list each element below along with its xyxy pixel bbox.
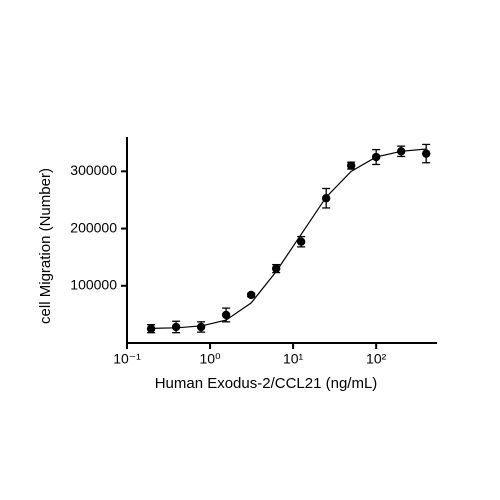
data-point bbox=[371, 152, 381, 162]
x-tick-label: 10² bbox=[366, 351, 387, 367]
x-tick-label: 10⁻¹ bbox=[113, 351, 141, 367]
x-tick-label: 10¹ bbox=[283, 351, 304, 367]
y-tick-label: 200000 bbox=[70, 219, 117, 235]
y-axis-title: cell Migration (Number) bbox=[37, 168, 54, 324]
x-axis-title: Human Exodus-2/CCL21 (ng/mL) bbox=[155, 375, 378, 392]
data-point bbox=[346, 161, 356, 170]
data-point bbox=[246, 290, 256, 300]
data-point bbox=[396, 147, 406, 156]
y-tick-label: 300000 bbox=[70, 162, 117, 178]
data-point bbox=[146, 324, 156, 333]
data-point bbox=[196, 322, 206, 332]
data-point bbox=[221, 310, 231, 320]
y-tick-label: 100000 bbox=[70, 276, 117, 292]
data-point bbox=[321, 194, 331, 203]
data-point bbox=[171, 322, 181, 332]
data-point bbox=[296, 237, 306, 246]
data-point bbox=[271, 264, 281, 273]
x-tick-label: 10⁰ bbox=[199, 351, 221, 367]
data-point bbox=[421, 149, 431, 158]
